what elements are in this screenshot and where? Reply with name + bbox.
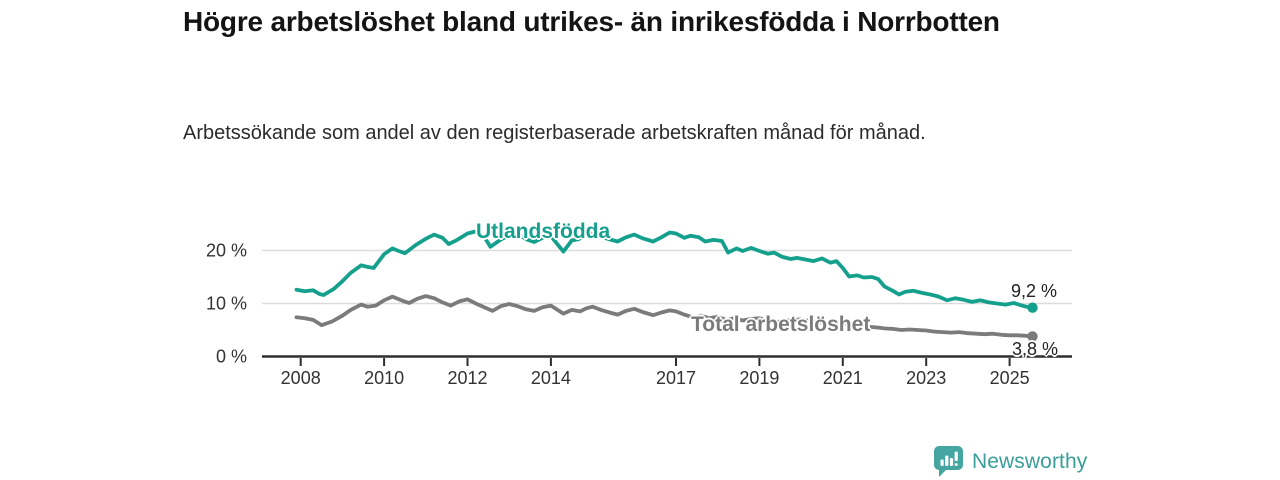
- x-tick-label-2010: 2010: [364, 368, 404, 388]
- series-line-0: [294, 229, 1035, 310]
- gridlines: [262, 249, 1072, 305]
- newsworthy-logo-text: Newsworthy: [972, 449, 1088, 473]
- x-tick-label-2008: 2008: [281, 368, 321, 388]
- x-axis-ticks: [299, 358, 1011, 366]
- y-axis-labels: 0 % 10 % 20 %: [206, 241, 247, 367]
- end-value-label-total: 3,8 %: [1012, 339, 1059, 359]
- y-tick-label-0: 0 %: [216, 347, 247, 367]
- newsworthy-bar-chart-icon: [934, 446, 963, 477]
- series-end-dot-0: [1027, 302, 1038, 313]
- x-tick-label-2014: 2014: [531, 368, 571, 388]
- end-value-label-utlandsfodda: 9,2 %: [1011, 281, 1058, 301]
- series-label-total-arbetsloshet: Total arbetslöshet: [691, 313, 871, 336]
- y-tick-label-20: 20 %: [206, 241, 247, 261]
- x-tick-label-2023: 2023: [906, 368, 946, 388]
- chart-subtitle: Arbetssökande som andel av den registerb…: [183, 122, 926, 144]
- series-line-1: [294, 294, 1035, 339]
- newsworthy-logo: Newsworthy: [933, 445, 1087, 478]
- series-end-dots: [1027, 302, 1038, 342]
- series-lines: [294, 229, 1035, 339]
- x-tick-label-2025: 2025: [990, 368, 1030, 388]
- y-tick-label-10: 10 %: [206, 294, 247, 314]
- page-title: Högre arbetslöshet bland utrikes- än inr…: [183, 6, 1000, 37]
- x-axis-labels: 2008 2010 2012 2014 2017 2019 2021 2023 2025: [281, 368, 1030, 388]
- x-tick-label-2021: 2021: [823, 368, 863, 388]
- x-tick-label-2012: 2012: [447, 368, 487, 388]
- series-end-dot-1: [1027, 331, 1038, 342]
- series-label-utlandsfodda: Utlandsfödda: [476, 220, 611, 243]
- x-tick-label-2017: 2017: [656, 368, 696, 388]
- x-tick-label-2019: 2019: [739, 368, 779, 388]
